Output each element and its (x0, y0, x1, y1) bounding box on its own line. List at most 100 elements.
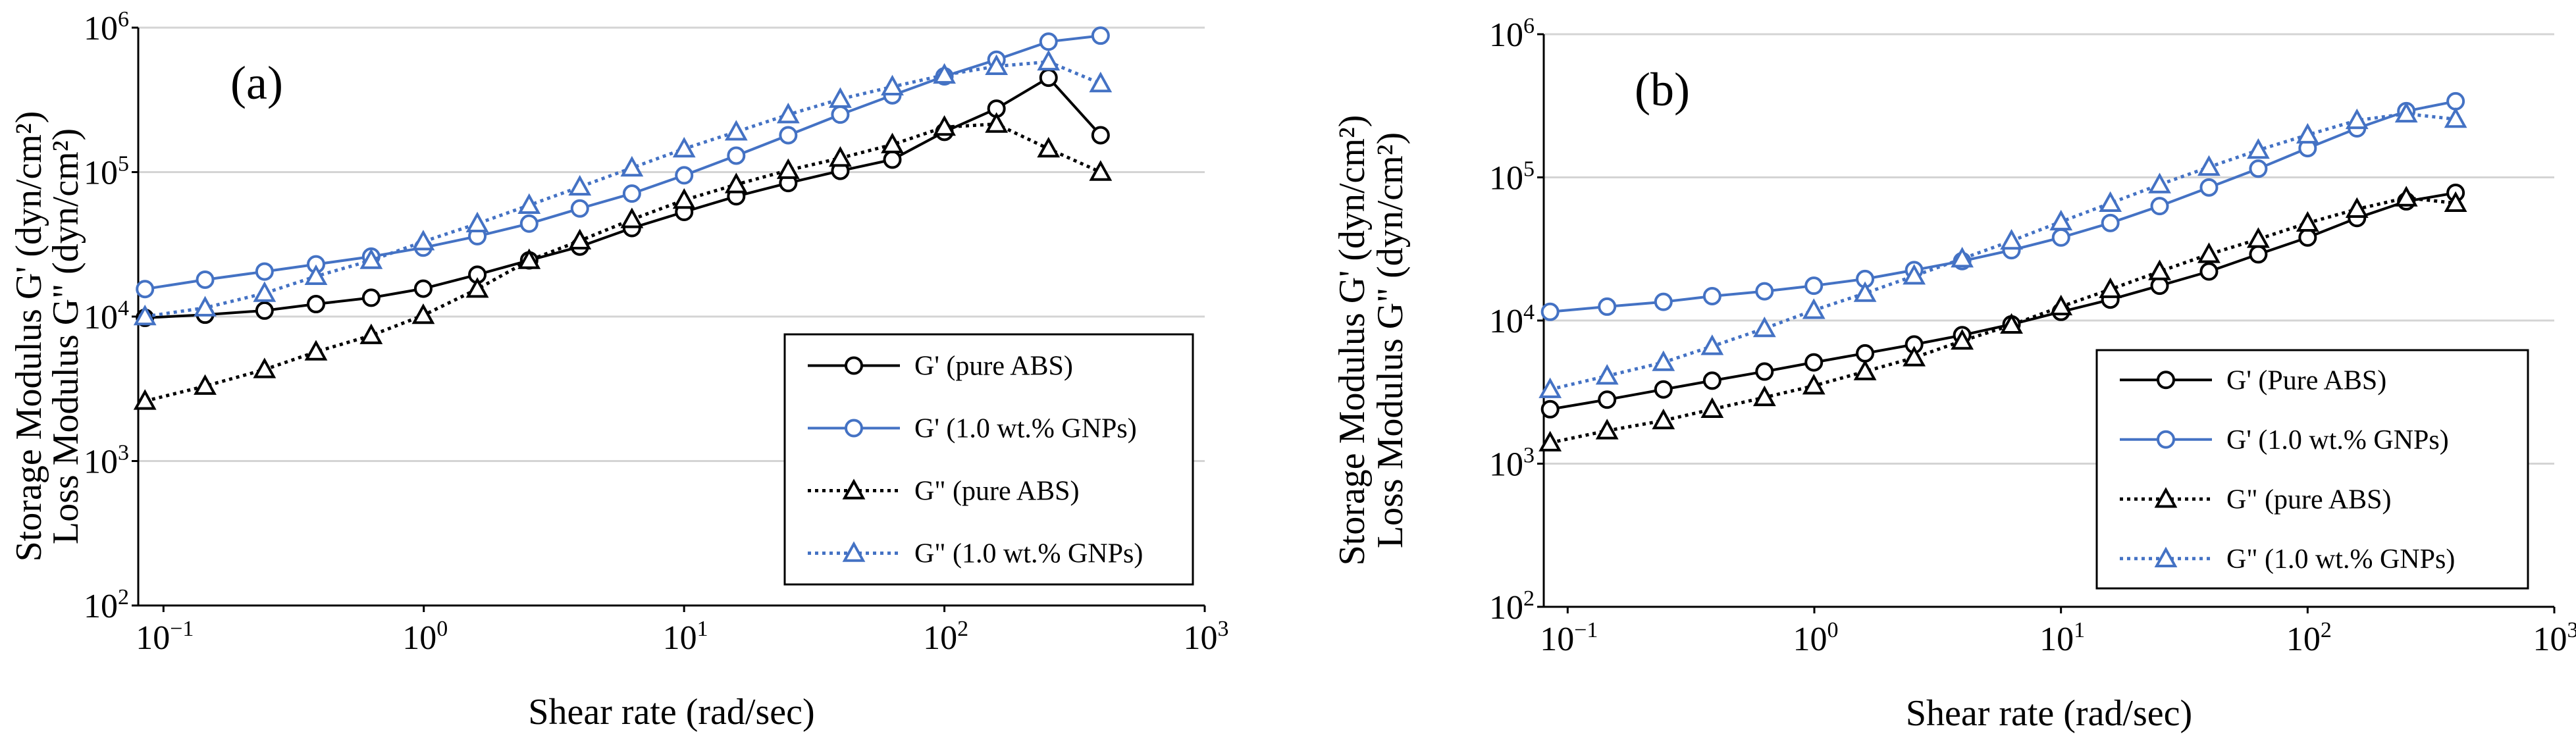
x-tick-label: 102 (923, 617, 968, 657)
data-point (2394, 186, 2418, 207)
data-point (1856, 344, 1875, 363)
y-tick-exp: 2 (1523, 586, 1535, 611)
data-point (1037, 136, 1061, 158)
legend-label: G" (pure ABS) (914, 477, 1079, 507)
series-line (144, 60, 1101, 319)
data-point (2345, 197, 2369, 218)
data-point (255, 301, 274, 320)
data-point (255, 262, 274, 281)
data-point (829, 87, 852, 108)
data-point (2446, 91, 2465, 111)
series-4 (133, 49, 1113, 326)
x-tick-base: 10 (2286, 621, 2321, 658)
data-point (672, 136, 696, 158)
data-point (570, 199, 589, 218)
data-point (1091, 26, 1110, 45)
data-point (1702, 286, 1722, 305)
data-point (2051, 228, 2070, 247)
data-point (568, 228, 592, 249)
x-tick-base: 10 (663, 619, 697, 657)
data-point (2049, 209, 2073, 231)
data-point (196, 270, 215, 289)
y-axis-label: Storage Modulus G' (dyn/cm²) (1332, 115, 1373, 566)
y-tick-base: 10 (1489, 589, 1523, 627)
data-point (411, 303, 435, 324)
data-point (1700, 334, 1724, 355)
data-point (1702, 371, 1722, 390)
data-point (1951, 328, 1974, 350)
data-point (1752, 385, 1776, 407)
data-point (2197, 155, 2221, 176)
data-point (1652, 350, 1675, 371)
data-point (1540, 302, 1560, 321)
data-point (304, 340, 328, 361)
data-point (517, 248, 541, 269)
legend-swatch-marker (842, 478, 866, 500)
x-tick-label: 101 (2039, 618, 2085, 658)
data-point (2444, 191, 2467, 212)
legend: G' (pure ABS) G' (1.0 wt.% GNPs) G" (pure … (783, 333, 1194, 586)
data-point (359, 323, 383, 344)
x-tick-base: 10 (1793, 621, 1827, 658)
legend-swatch-marker (2157, 430, 2175, 449)
data-point (1654, 292, 1673, 311)
legend-swatch-marker (2157, 371, 2175, 390)
data-point (2199, 262, 2219, 281)
panel-label: (b) (1635, 63, 1690, 116)
data-point (411, 230, 435, 251)
series-2 (1540, 91, 2465, 321)
y-tick-exp: 5 (1523, 157, 1535, 182)
data-point (672, 188, 696, 209)
y-tick-label: 104 (84, 296, 129, 336)
data-point (1538, 430, 1562, 451)
y-tick-label: 103 (84, 441, 129, 481)
data-point (194, 374, 217, 395)
data-point (1804, 276, 1824, 296)
data-point (1752, 316, 1776, 338)
legend-label: G' (pure ABS) (914, 351, 1073, 382)
y-tick-exp: 6 (1523, 14, 1535, 38)
legend-label: G' (Pure ABS) (2226, 365, 2386, 396)
data-point (933, 63, 956, 84)
data-point (2101, 213, 2120, 232)
data-point (1802, 298, 1826, 319)
legend-label: G' (1.0 wt.% GNPs) (2226, 425, 2449, 455)
data-point (1037, 49, 1061, 71)
x-tick-exp: 1 (697, 617, 708, 641)
data-point (831, 105, 850, 124)
x-tick-base: 10 (2039, 621, 2074, 658)
x-tick-base: 10 (923, 619, 957, 657)
y-tick-exp: 5 (118, 152, 129, 176)
x-tick-base: 10 (1184, 619, 1218, 657)
x-tick-exp: −1 (1574, 618, 1598, 642)
data-point (1598, 297, 1617, 316)
x-tick-base: 10 (1540, 621, 1574, 658)
x-tick-label: 10−1 (1540, 618, 1598, 658)
data-point (2099, 277, 2122, 298)
data-point (620, 207, 644, 228)
legend-swatch-marker (2154, 487, 2178, 508)
y-axis-label: Loss Modulus G" (dyn/cm²) (1370, 132, 1411, 548)
series-line (145, 76, 1102, 319)
legend-label: G" (1.0 wt.% GNPs) (914, 539, 1143, 569)
y-tick-label: 106 (84, 7, 129, 47)
data-point (1089, 71, 1113, 93)
data-point (2150, 276, 2169, 296)
y-tick-base: 10 (1489, 160, 1523, 197)
data-point (985, 112, 1009, 133)
data-point (2148, 172, 2171, 193)
y-tick-label: 102 (84, 585, 129, 625)
data-point (2197, 242, 2221, 263)
y-tick-base: 10 (1489, 16, 1523, 54)
data-point (2345, 108, 2369, 130)
data-point (2247, 227, 2270, 248)
data-point (1903, 346, 1926, 367)
data-point (1853, 281, 1877, 302)
data-point (933, 115, 956, 136)
data-point (1755, 282, 1774, 301)
data-point (1804, 353, 1824, 372)
x-tick-label: 100 (1793, 618, 1838, 658)
data-point (568, 174, 592, 196)
x-tick-exp: −1 (170, 617, 194, 641)
